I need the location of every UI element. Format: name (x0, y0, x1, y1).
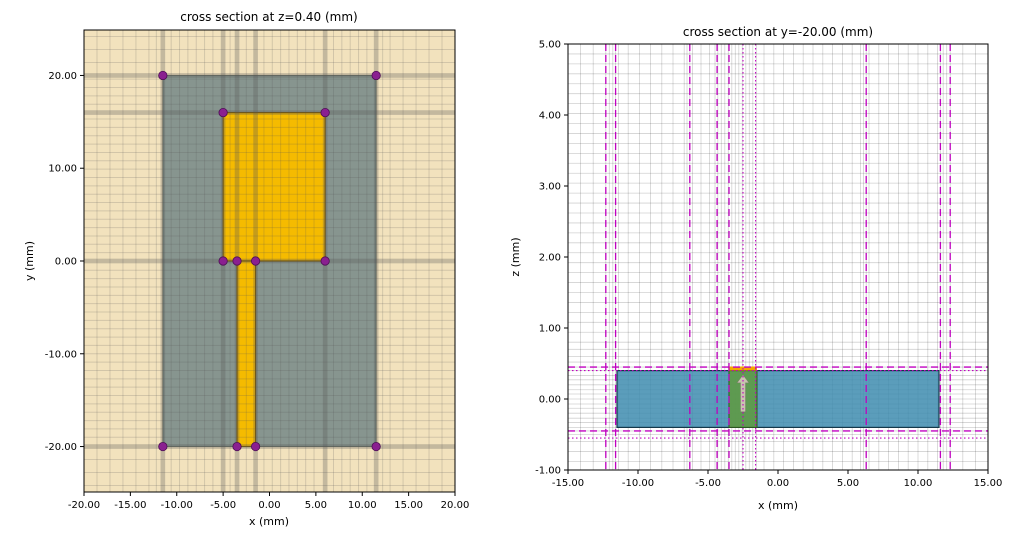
x-tick-label: 5.00 (305, 500, 327, 511)
mesh-node-point (218, 256, 228, 266)
y-tick-label: 1.00 (539, 324, 561, 335)
x-tick-label: 0.00 (767, 478, 789, 489)
patch-metal (222, 111, 326, 262)
x-tick-label: 15.00 (394, 500, 423, 511)
x-tick-label: -15.00 (552, 478, 584, 489)
mesh-node-point (158, 441, 168, 452)
mesh-node-point (232, 441, 242, 452)
plot-xy-cross-section: -20.00 -15.00 -10.00 -5.00 0.00 5.00 10.00 15.0… (45, 29, 470, 511)
plot-xz-cross-section: -15.00 -10.00 -5.00 0.00 5.00 10.00 15.00 -1.00… (535, 40, 1002, 490)
mesh-node-point (218, 107, 228, 118)
right-plot-title: cross section at y=-20.00 (mm) (683, 25, 873, 39)
y-tick-label: 5.00 (539, 40, 561, 51)
mesh-band (84, 258, 455, 264)
feed-line-metal (236, 260, 257, 448)
x-tick-label: 15.00 (974, 478, 1003, 489)
mesh-band (84, 73, 455, 78)
x-tick-label: 5.00 (837, 478, 859, 489)
mesh-node-point (158, 70, 168, 81)
mesh-band (84, 444, 455, 449)
x-tick-label: 20.00 (441, 500, 470, 511)
right-plot-xlabel: x (mm) (758, 499, 798, 512)
x-tick-label: 10.00 (348, 500, 377, 511)
mesh-band (160, 30, 166, 492)
y-tick-label: -1.00 (535, 466, 561, 477)
y-tick-label: 0.00 (55, 257, 77, 268)
y-tick-label: 2.00 (539, 253, 561, 264)
mesh-node-point (250, 441, 261, 452)
left-plot-ylabel: y (mm) (23, 241, 36, 281)
y-tick-label: -20.00 (45, 442, 77, 453)
left-plot-xlabel: x (mm) (249, 515, 289, 528)
mesh-node-point (232, 256, 242, 266)
substrate-side (616, 370, 940, 429)
mesh-band (84, 110, 455, 115)
mesh-node-point (371, 441, 381, 452)
y-tick-label: 10.00 (48, 164, 77, 175)
right-plot-ylabel: z (mm) (509, 237, 522, 276)
y-tick-label: 3.00 (539, 182, 561, 193)
x-tick-label: -10.00 (622, 478, 654, 489)
y-tick-label: 0.00 (539, 395, 561, 406)
x-tick-label: 10.00 (904, 478, 933, 489)
x-tick-label: -15.00 (114, 500, 146, 511)
mesh-node-point (320, 107, 330, 118)
y-tick-label: 4.00 (539, 111, 561, 122)
y-tick-label: 20.00 (48, 71, 77, 82)
mesh-node-point (371, 70, 381, 81)
x-tick-label: -10.00 (161, 500, 193, 511)
x-tick-label: 0.00 (258, 500, 280, 511)
y-tick-label: -10.00 (45, 349, 77, 360)
mesh-node-point (250, 256, 261, 266)
x-tick-label: -20.00 (68, 500, 100, 511)
left-plot-title: cross section at z=0.40 (mm) (180, 10, 357, 24)
x-tick-label: -5.00 (210, 500, 236, 511)
mesh-band (373, 30, 379, 492)
x-tick-label: -5.00 (695, 478, 721, 489)
mesh-node-point (320, 256, 330, 266)
